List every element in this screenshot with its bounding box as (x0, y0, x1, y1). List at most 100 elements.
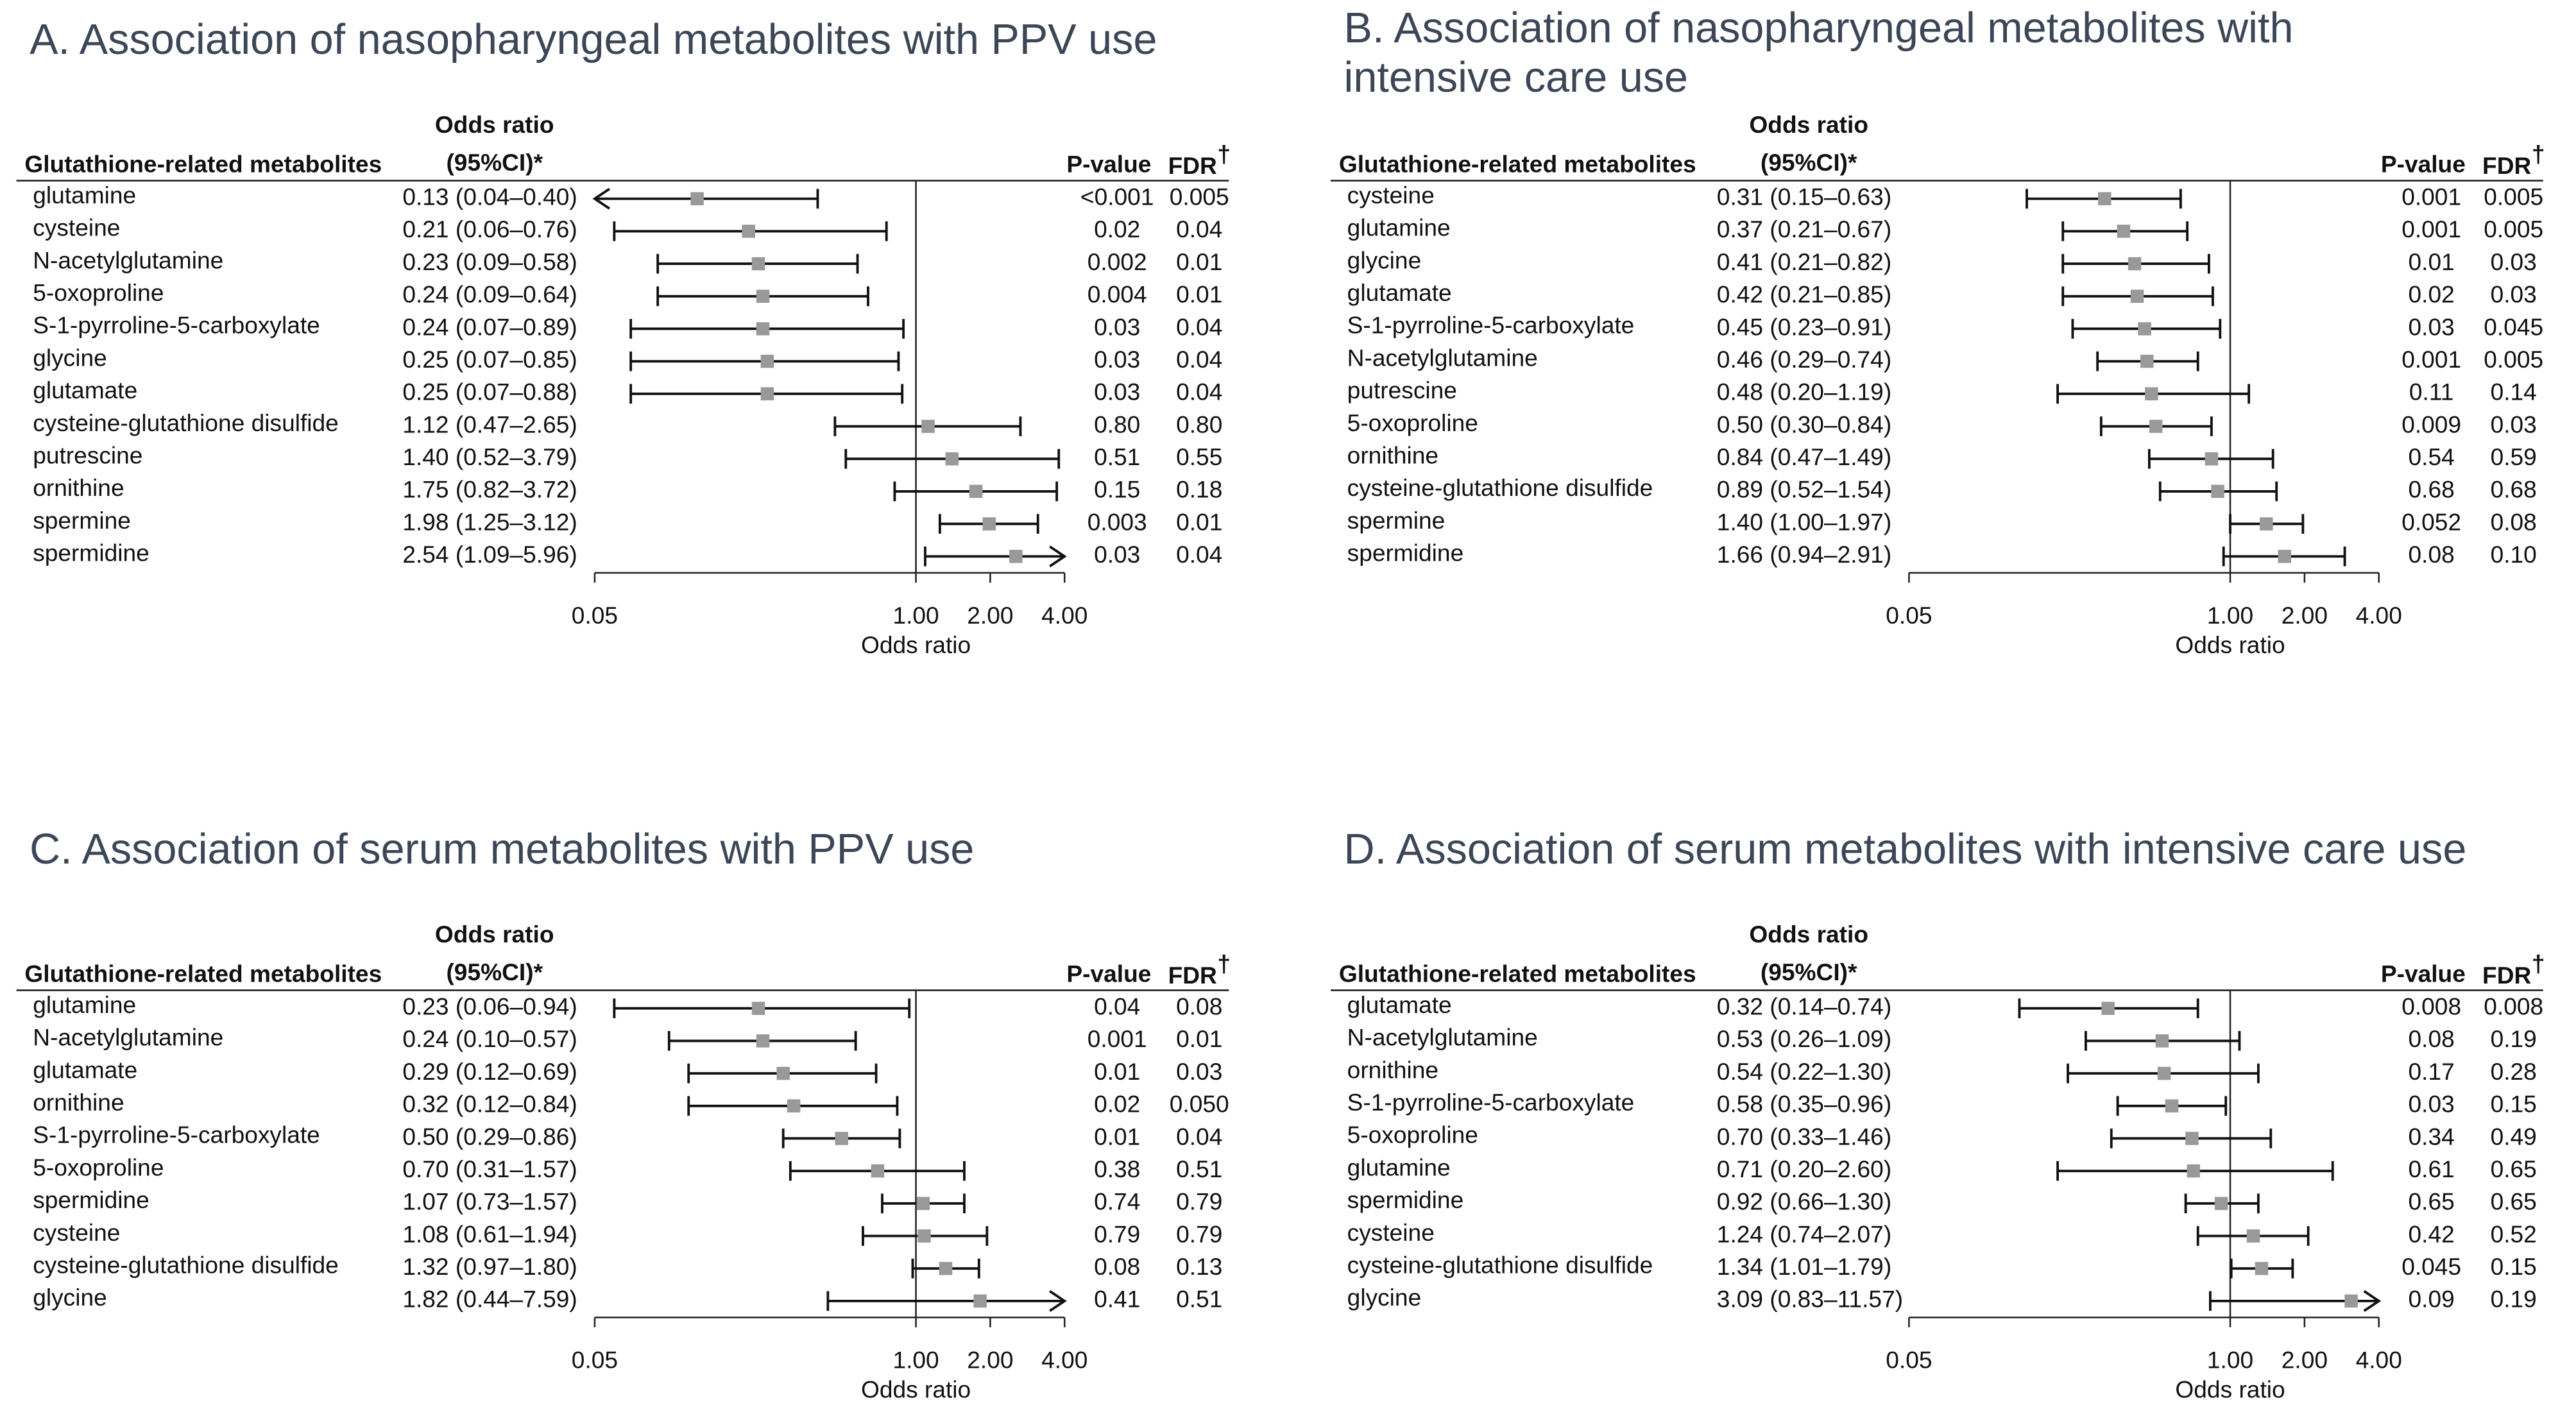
estimate-marker (2155, 1034, 2169, 1048)
or-label: 1.34 (1.01–1.79) (1717, 1253, 1891, 1280)
p-value: 0.74 (1094, 1188, 1140, 1215)
row-label: glutamate (33, 1056, 137, 1083)
row-label: S-1-pyrroline-5-carboxylate (1347, 312, 1635, 339)
fdr-value: 0.15 (2491, 1091, 2537, 1118)
estimate-marker (982, 517, 996, 531)
column-header: † (2532, 141, 2545, 167)
or-label: 0.84 (0.47–1.49) (1717, 443, 1891, 470)
estimate-marker (2211, 484, 2224, 498)
p-value: 0.11 (2409, 379, 2453, 405)
row-label: 5-oxoproline (1347, 409, 1478, 436)
panel: B. Association of nasopharyngeal metabol… (1331, 4, 2545, 658)
fdr-value: 0.51 (1176, 1155, 1222, 1182)
column-header: Glutathione-related metabolites (24, 150, 382, 177)
ci-arrow (1049, 1290, 1067, 1312)
fdr-value: 0.19 (2491, 1286, 2537, 1313)
or-label: 0.92 (0.66–1.30) (1717, 1188, 1891, 1215)
p-value: 0.79 (1094, 1220, 1140, 1247)
row-label: glutamine (33, 182, 136, 209)
or-label: 1.08 (0.61–1.94) (402, 1220, 577, 1247)
or-label: 0.53 (0.26–1.09) (1717, 1025, 1891, 1052)
p-value: 0.15 (1094, 476, 1140, 503)
fdr-value: 0.52 (2491, 1220, 2537, 1247)
fdr-value: 0.19 (2491, 1025, 2537, 1052)
estimate-marker (2344, 1294, 2358, 1308)
p-value: 0.03 (1094, 541, 1140, 568)
estimate-marker (969, 484, 983, 498)
or-label: 1.07 (0.73–1.57) (402, 1188, 577, 1215)
column-header: FDR (2482, 152, 2531, 179)
column-header: † (1217, 141, 1231, 167)
fdr-value: 0.04 (1176, 379, 1222, 405)
row-label: glycine (1347, 246, 1422, 273)
fdr-value: 0.01 (1176, 248, 1222, 275)
x-axis-label: Odds ratio (2175, 631, 2285, 658)
row-label: N-acetylglutamine (1347, 1024, 1538, 1051)
row-label: cysteine-glutathione disulfide (1347, 1251, 1653, 1278)
column-header: † (1217, 950, 1231, 977)
fdr-value: 0.55 (1176, 443, 1222, 470)
fdr-value: 0.03 (1176, 1058, 1222, 1085)
panel-title: B. Association of nasopharyngeal metabol… (1344, 4, 2294, 52)
x-tick-label: 0.05 (1886, 602, 1932, 629)
estimate-marker (787, 1099, 801, 1113)
fdr-value: 0.03 (2491, 248, 2537, 275)
fdr-value: 0.15 (2491, 1253, 2537, 1280)
p-value: 0.03 (2409, 1091, 2455, 1118)
fdr-value: 0.59 (2491, 443, 2537, 470)
column-header: (95%CI)* (1761, 958, 1857, 985)
fdr-value: 0.04 (1176, 313, 1222, 340)
fdr-value: 0.005 (1170, 183, 1229, 210)
estimate-marker (2205, 452, 2219, 466)
fdr-value: 0.51 (1176, 1286, 1222, 1313)
or-label: 0.32 (0.12–0.84) (402, 1091, 577, 1118)
p-value: 0.02 (2409, 281, 2455, 308)
fdr-value: 0.005 (2484, 216, 2543, 243)
p-value: 0.004 (1088, 281, 1147, 308)
estimate-marker (756, 322, 770, 336)
or-label: 0.29 (0.12–0.69) (402, 1058, 577, 1085)
fdr-value: 0.79 (1176, 1188, 1222, 1215)
row-label: ornithine (33, 474, 124, 501)
row-label: spermine (1347, 507, 1446, 534)
x-tick-label: 1.00 (2207, 1346, 2253, 1373)
fdr-value: 0.01 (1176, 508, 1222, 535)
fdr-value: 0.04 (1176, 1123, 1222, 1150)
p-value: 0.80 (1094, 411, 1140, 438)
fdr-value: 0.045 (2484, 313, 2543, 340)
x-tick-label: 0.05 (572, 602, 618, 629)
or-label: 0.32 (0.14–0.74) (1717, 993, 1891, 1020)
panel-title: intensive care use (1344, 54, 1688, 101)
estimate-marker (2145, 387, 2158, 401)
fdr-value: 0.65 (2491, 1188, 2537, 1215)
p-value: 0.17 (2409, 1058, 2455, 1085)
or-label: 1.98 (1.25–3.12) (402, 508, 577, 535)
fdr-value: 0.28 (2491, 1058, 2537, 1085)
x-tick-label: 2.00 (967, 1346, 1013, 1373)
estimate-marker (760, 387, 774, 401)
p-value: 0.002 (1088, 248, 1147, 275)
panel-title: A. Association of nasopharyngeal metabol… (30, 16, 1157, 64)
estimate-marker (2185, 1132, 2199, 1145)
row-label: 5-oxoproline (33, 279, 164, 306)
or-label: 0.24 (0.07–0.89) (402, 313, 577, 340)
fdr-value: 0.04 (1176, 216, 1222, 243)
column-header: Odds ratio (435, 921, 554, 948)
or-label: 0.71 (0.20–2.60) (1717, 1155, 1891, 1182)
p-value: 0.03 (1094, 346, 1140, 373)
fdr-value: 0.79 (1176, 1220, 1222, 1247)
row-label: putrescine (1347, 377, 1457, 404)
p-value: 0.03 (1094, 379, 1140, 405)
p-value: 0.08 (2409, 1025, 2455, 1052)
estimate-marker (939, 1261, 953, 1275)
fdr-value: 0.14 (2491, 379, 2537, 405)
or-label: 0.70 (0.31–1.57) (402, 1155, 577, 1182)
estimate-marker (2101, 1001, 2115, 1015)
p-value: 0.009 (2401, 411, 2461, 438)
p-value: 0.001 (2401, 216, 2461, 243)
estimate-marker (921, 420, 935, 433)
row-label: cysteine (33, 1219, 120, 1246)
column-header: Odds ratio (1749, 111, 1868, 138)
or-label: 0.24 (0.09–0.64) (402, 281, 577, 308)
